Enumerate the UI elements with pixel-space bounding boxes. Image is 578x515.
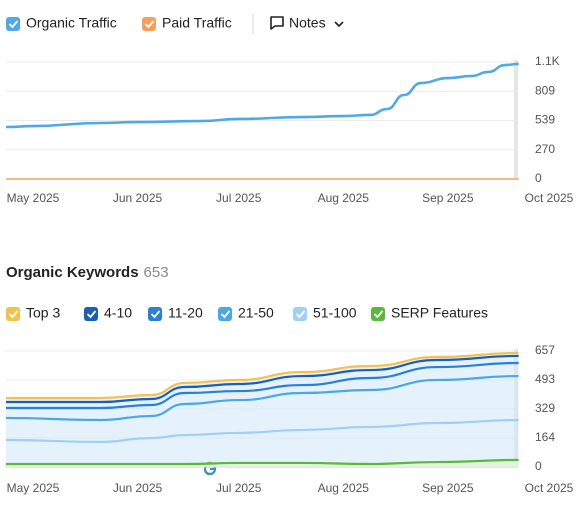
legend-checkbox bbox=[148, 307, 162, 321]
legend-checkbox bbox=[371, 307, 385, 321]
y-tick-label: 1.1K bbox=[535, 54, 560, 68]
y-tick-label: 0 bbox=[535, 459, 542, 473]
legend-checkbox bbox=[142, 17, 156, 31]
notes-button[interactable]: Notes bbox=[270, 15, 344, 31]
legend-label[interactable]: SERP Features bbox=[391, 305, 488, 321]
series-line bbox=[5, 354, 519, 404]
check-mark bbox=[373, 310, 384, 319]
legend-item[interactable]: Top 3 bbox=[6, 305, 60, 321]
legend-item[interactable]: Organic Traffic bbox=[6, 15, 117, 31]
legend-checkbox bbox=[6, 307, 20, 321]
check-mark bbox=[8, 310, 19, 319]
series-line bbox=[5, 361, 519, 410]
section-title: Organic Keywords bbox=[6, 264, 139, 281]
x-tick-label: May 2025 bbox=[7, 481, 60, 495]
y-tick-label: 270 bbox=[535, 142, 555, 156]
legend-item[interactable]: 51-100 bbox=[293, 305, 357, 321]
series-line bbox=[5, 374, 519, 422]
x-tick-label: Jun 2025 bbox=[113, 481, 163, 495]
x-tick-label: Aug 2025 bbox=[318, 191, 370, 205]
legend-item[interactable]: 21-50 bbox=[218, 305, 274, 321]
legend-item[interactable]: SERP Features bbox=[371, 305, 488, 321]
y-tick-label: 657 bbox=[535, 343, 555, 357]
band-fill bbox=[6, 420, 519, 467]
check-mark bbox=[220, 310, 231, 319]
legend-checkbox bbox=[218, 307, 232, 321]
x-tick-label: Jul 2025 bbox=[216, 481, 262, 495]
range-end-shade bbox=[514, 60, 518, 179]
x-tick-label: Aug 2025 bbox=[318, 481, 370, 495]
y-tick-label: 809 bbox=[535, 83, 555, 97]
notes-label[interactable]: Notes bbox=[289, 15, 326, 31]
y-tick-label: 539 bbox=[535, 113, 555, 127]
keyword-count: 653 bbox=[144, 264, 169, 281]
legend-item[interactable]: 4-10 bbox=[84, 305, 132, 321]
legend-item[interactable]: Paid Traffic bbox=[142, 15, 232, 31]
y-tick-label: 0 bbox=[535, 171, 542, 185]
chevron bbox=[334, 21, 344, 28]
legend-checkbox bbox=[293, 307, 307, 321]
y-tick-label: 164 bbox=[535, 430, 555, 444]
y-tick-label: 329 bbox=[535, 401, 555, 415]
check-mark bbox=[86, 310, 97, 319]
legend-label[interactable]: 51-100 bbox=[313, 305, 357, 321]
notes-icon bbox=[270, 16, 284, 30]
series-line bbox=[6, 351, 519, 400]
legend-checkbox bbox=[84, 307, 98, 321]
check-mark bbox=[144, 20, 155, 29]
series-line bbox=[6, 458, 519, 466]
x-tick-label: May 2025 bbox=[7, 191, 60, 205]
legend-label[interactable]: 4-10 bbox=[104, 305, 132, 321]
x-tick-label: Jul 2025 bbox=[216, 191, 262, 205]
x-tick-label: Jun 2025 bbox=[113, 191, 163, 205]
check-mark bbox=[8, 20, 19, 29]
check-mark bbox=[150, 310, 161, 319]
legend-label[interactable]: 21-50 bbox=[238, 305, 274, 321]
legend-item[interactable]: 11-20 bbox=[148, 305, 203, 321]
x-tick-label: Sep 2025 bbox=[422, 481, 474, 495]
legend-label[interactable]: Organic Traffic bbox=[26, 15, 117, 31]
legend-label[interactable]: 11-20 bbox=[168, 305, 203, 321]
legend-checkbox bbox=[6, 17, 20, 31]
check-mark bbox=[295, 310, 306, 319]
series-line bbox=[5, 62, 519, 129]
x-tick-label: Oct 2025 bbox=[525, 191, 574, 205]
legend-label[interactable]: Paid Traffic bbox=[162, 15, 232, 31]
y-tick-label: 493 bbox=[535, 372, 555, 386]
series-line bbox=[5, 418, 519, 444]
x-tick-label: Oct 2025 bbox=[525, 481, 574, 495]
legend-label[interactable]: Top 3 bbox=[26, 305, 60, 321]
x-tick-label: Sep 2025 bbox=[422, 191, 474, 205]
